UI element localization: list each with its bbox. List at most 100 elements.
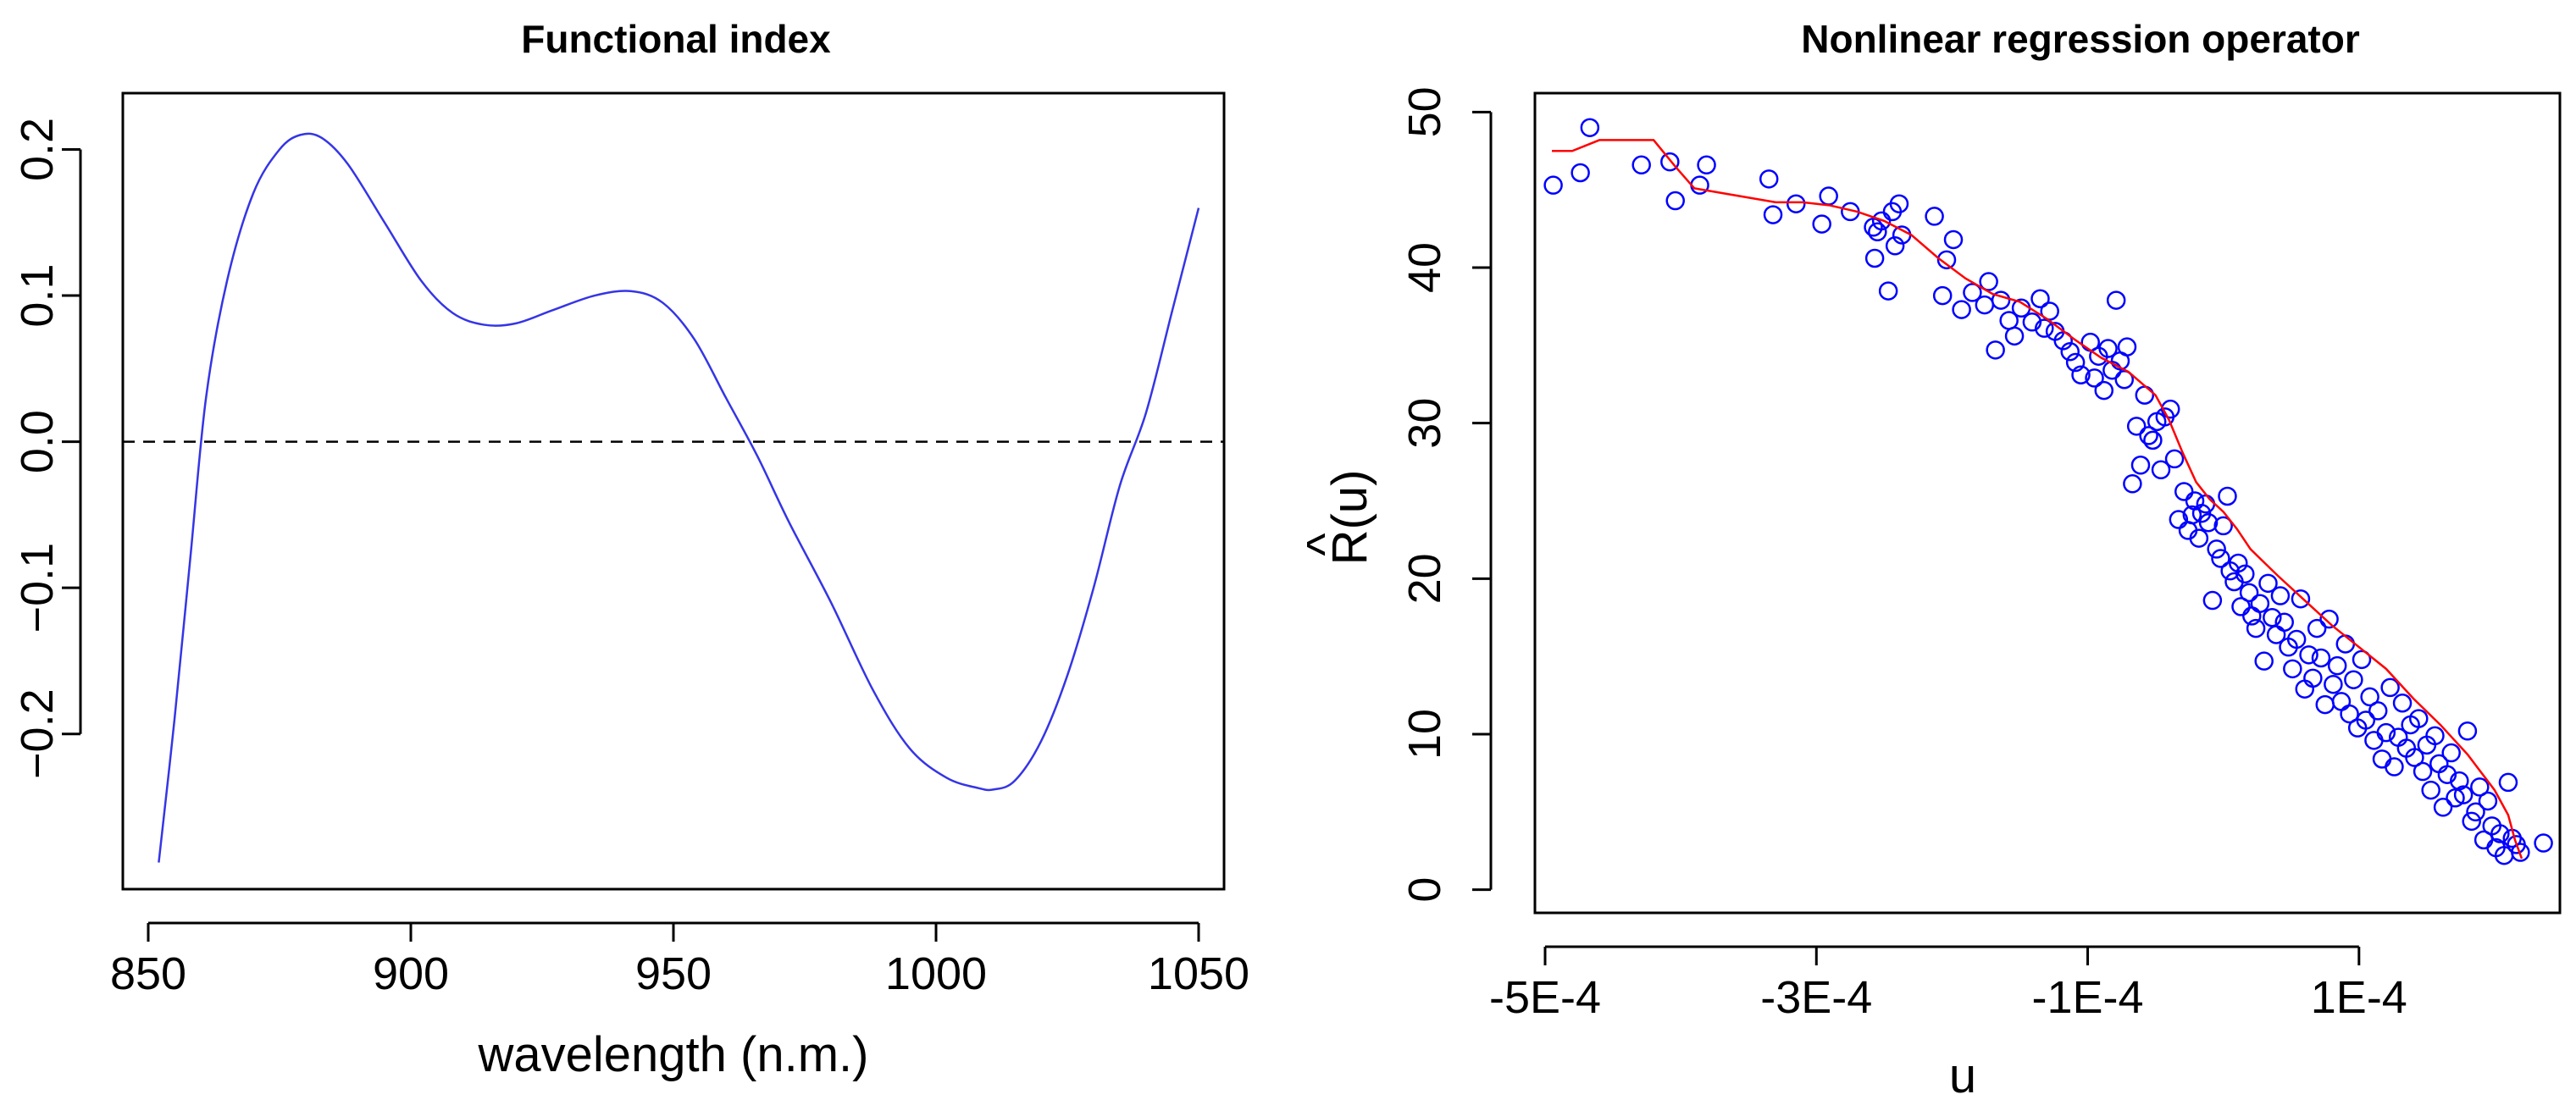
scatter-point <box>1885 236 1905 256</box>
scatter-point <box>2437 765 2457 784</box>
right-y-axis-label-group: R(u) ^ <box>1297 470 1377 566</box>
scatter-point <box>2114 370 2135 390</box>
scatter-point <box>2213 516 2233 536</box>
scatter-point <box>2360 687 2379 707</box>
scatter-point <box>2457 721 2478 741</box>
scatter-point <box>2182 505 2202 525</box>
left-plot-frame <box>121 91 1226 891</box>
scatter-point <box>2364 731 2384 750</box>
scatter-point <box>2263 607 2282 627</box>
scatter-point <box>2299 645 2318 665</box>
scatter-point <box>1868 222 1887 242</box>
scatter-point <box>2356 710 2376 730</box>
scatter-point <box>1763 205 1783 224</box>
right-x-tick-label: 1E-4 <box>2311 972 2407 1023</box>
scatter-point <box>2085 368 2104 388</box>
right-x-axis: -5E-4 -3E-4 -1E-4 1E-4 <box>1489 945 2407 1023</box>
scatter-point <box>2071 365 2091 384</box>
scatter-point <box>2270 586 2291 605</box>
fitted-curve-group <box>1552 139 2523 860</box>
scatter-point <box>1812 214 1831 234</box>
left-x-tick-label: 1050 <box>1148 948 1249 999</box>
right-y-axis-label-hat: ^ <box>1297 533 1352 556</box>
scatter-point <box>1963 283 1982 302</box>
scatter-point <box>2229 553 2248 573</box>
left-y-tick-label: 0.1 <box>12 264 63 328</box>
right-y-tick-label: 30 <box>1399 398 1450 449</box>
scatter-point <box>1878 281 1898 301</box>
right-x-axis-label: u <box>1949 1048 1976 1100</box>
scatter-point <box>1759 169 1779 189</box>
right-chart-title: Nonlinear regression operator <box>1801 17 2360 61</box>
scatter-point <box>1975 295 1995 315</box>
scatter-point <box>2478 791 2498 811</box>
scatter-point <box>2189 528 2209 548</box>
scatter-point <box>2511 843 2530 862</box>
scatter-point <box>1571 163 1590 183</box>
right-x-tick-label: -5E-4 <box>1489 972 1601 1023</box>
scatter-point <box>1871 211 1892 231</box>
scatter-point <box>2283 659 2302 679</box>
left-chart-title: Functional index <box>521 17 831 61</box>
functional-index-curve <box>158 132 1200 863</box>
left-y-tick-label: 0.2 <box>12 118 63 181</box>
scatter-point <box>2246 618 2266 638</box>
scatter-point <box>2385 757 2404 777</box>
right-y-tick-label: 10 <box>1399 709 1450 760</box>
scatter-point <box>2274 612 2294 632</box>
scatter-point <box>2446 788 2465 808</box>
scatter-point <box>2327 655 2347 676</box>
scatter-point <box>1787 194 1806 213</box>
right-y-tick-label: 20 <box>1399 553 1450 604</box>
scatter-point <box>2040 301 2059 321</box>
right-y-tick-label: 0 <box>1399 877 1450 903</box>
scatter-point <box>2202 590 2223 611</box>
scatter-point <box>2462 811 2481 832</box>
scatter-point <box>2413 761 2433 782</box>
scatter-point <box>2151 460 2171 480</box>
scatter-point <box>1991 290 2011 310</box>
scatter-point <box>2319 609 2339 629</box>
scatter-point <box>1580 118 1600 137</box>
scatter-point <box>2130 456 2151 475</box>
scatter-point <box>2035 318 2054 338</box>
scatter-point <box>2106 290 2126 310</box>
scatter-point <box>1925 207 1944 226</box>
scatter-point <box>2065 352 2086 373</box>
scatter-point <box>2470 777 2490 797</box>
scatter-point <box>2231 597 2251 616</box>
regression-operator-chart: Nonlinear regression operator 0 10 20 30 40 5… <box>1297 17 2562 1100</box>
scatter-point <box>1631 155 1651 175</box>
left-x-tick-label: 950 <box>635 948 712 999</box>
scatter-point <box>2315 694 2335 715</box>
scatter-point <box>2311 648 2331 668</box>
scatter-point <box>2324 674 2343 694</box>
scatter-point <box>2340 704 2359 724</box>
scatter-point <box>2207 539 2226 559</box>
scatter-point <box>2239 583 2259 603</box>
scatter-point <box>2218 486 2237 506</box>
right-x-tick-label: -1E-4 <box>2032 972 2144 1023</box>
right-y-axis-label: R(u) <box>1322 470 1377 566</box>
scatter-point <box>1660 152 1680 172</box>
scatter-point <box>2094 380 2114 401</box>
scatter-point <box>2331 692 2352 711</box>
scatter-point <box>2498 772 2518 793</box>
scatter-point <box>2117 337 2137 357</box>
scatter-point <box>1932 285 1953 306</box>
scatter-point <box>2139 426 2158 445</box>
scatter-point <box>1889 194 1909 213</box>
scatter-point <box>2022 312 2042 332</box>
scatter-points-group <box>1543 118 2553 865</box>
left-x-tick-label: 1000 <box>885 948 987 999</box>
scatter-point <box>2450 771 2469 791</box>
left-y-tick-label: 0.0 <box>12 410 63 473</box>
scatter-point <box>2164 449 2185 469</box>
scatter-point <box>2421 780 2440 800</box>
right-y-axis: 0 10 20 30 40 50 <box>1399 86 1493 903</box>
scatter-point <box>2060 341 2080 362</box>
scatter-point <box>2425 726 2445 746</box>
right-plot-frame <box>1533 91 2562 915</box>
scatter-point <box>2368 701 2388 721</box>
